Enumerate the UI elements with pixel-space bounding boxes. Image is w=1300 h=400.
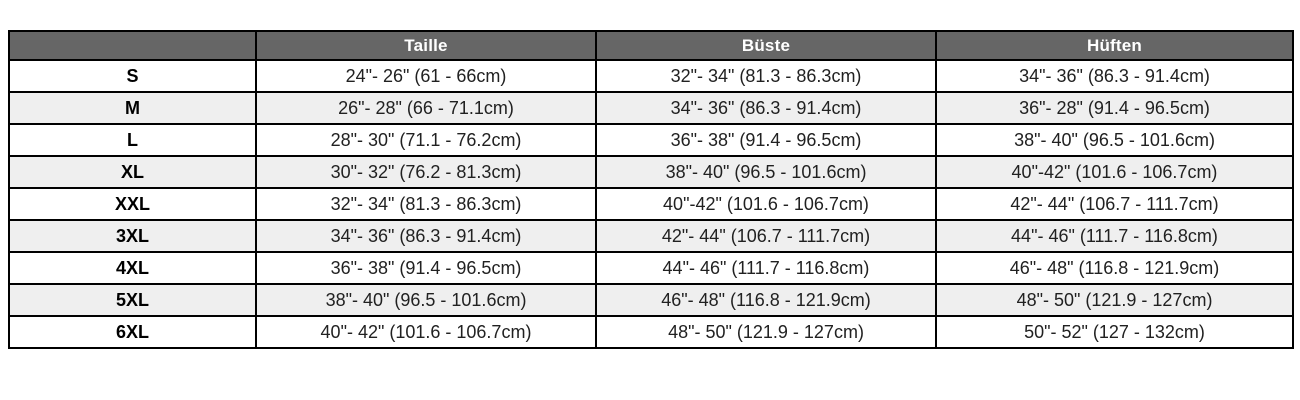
hueften-cell: 34"- 36" (86.3 - 91.4cm) — [935, 59, 1294, 93]
column-header-hueften: Hüften — [935, 30, 1294, 61]
bueste-cell: 32"- 34" (81.3 - 86.3cm) — [595, 59, 937, 93]
hueften-cell: 42"- 44" (106.7 - 111.7cm) — [935, 187, 1294, 221]
table-row: 4XL 36"- 38" (91.4 - 96.5cm) 44"- 46" (111… — [8, 251, 1294, 285]
taille-cell: 38"- 40" (96.5 - 101.6cm) — [255, 283, 597, 317]
taille-cell: 30"- 32" (76.2 - 81.3cm) — [255, 155, 597, 189]
table-body: S 24"- 26" (61 - 66cm) 32"- 34" (81.3 - 86… — [8, 59, 1294, 349]
bueste-cell: 44"- 46" (111.7 - 116.8cm) — [595, 251, 937, 285]
column-header-size — [8, 30, 257, 61]
size-cell: XXL — [8, 187, 257, 221]
bueste-cell: 46"- 48" (116.8 - 121.9cm) — [595, 283, 937, 317]
bueste-cell: 34"- 36" (86.3 - 91.4cm) — [595, 91, 937, 125]
hueften-cell: 38"- 40" (96.5 - 101.6cm) — [935, 123, 1294, 157]
size-cell: 5XL — [8, 283, 257, 317]
bueste-cell: 38"- 40" (96.5 - 101.6cm) — [595, 155, 937, 189]
table-row: XXL 32"- 34" (81.3 - 86.3cm) 40"-42" (101.… — [8, 187, 1294, 221]
taille-cell: 32"- 34" (81.3 - 86.3cm) — [255, 187, 597, 221]
table-header: Taille Büste Hüften — [8, 30, 1294, 61]
column-header-taille: Taille — [255, 30, 597, 61]
bueste-cell: 40"-42" (101.6 - 106.7cm) — [595, 187, 937, 221]
table-row: S 24"- 26" (61 - 66cm) 32"- 34" (81.3 - 86… — [8, 59, 1294, 93]
taille-cell: 34"- 36" (86.3 - 91.4cm) — [255, 219, 597, 253]
table-row: 5XL 38"- 40" (96.5 - 101.6cm) 46"- 48" (11… — [8, 283, 1294, 317]
size-chart-table: Taille Büste Hüften S 24"- 26" (61 - 66cm) 3… — [8, 30, 1294, 349]
table-row: 3XL 34"- 36" (86.3 - 91.4cm) 42"- 44" (106… — [8, 219, 1294, 253]
size-cell: L — [8, 123, 257, 157]
hueften-cell: 46"- 48" (116.8 - 121.9cm) — [935, 251, 1294, 285]
hueften-cell: 48"- 50" (121.9 - 127cm) — [935, 283, 1294, 317]
size-cell: S — [8, 59, 257, 93]
taille-cell: 28"- 30" (71.1 - 76.2cm) — [255, 123, 597, 157]
hueften-cell: 44"- 46" (111.7 - 116.8cm) — [935, 219, 1294, 253]
size-cell: 4XL — [8, 251, 257, 285]
hueften-cell: 40"-42" (101.6 - 106.7cm) — [935, 155, 1294, 189]
size-cell: 6XL — [8, 315, 257, 349]
size-cell: M — [8, 91, 257, 125]
taille-cell: 40"- 42" (101.6 - 106.7cm) — [255, 315, 597, 349]
taille-cell: 26"- 28" (66 - 71.1cm) — [255, 91, 597, 125]
table-row: L 28"- 30" (71.1 - 76.2cm) 36"- 38" (91.4 … — [8, 123, 1294, 157]
column-header-bueste: Büste — [595, 30, 937, 61]
size-cell: 3XL — [8, 219, 257, 253]
hueften-cell: 36"- 28" (91.4 - 96.5cm) — [935, 91, 1294, 125]
table-row: 6XL 40"- 42" (101.6 - 106.7cm) 48"- 50" (1… — [8, 315, 1294, 349]
table-row: M 26"- 28" (66 - 71.1cm) 34"- 36" (86.3 - … — [8, 91, 1294, 125]
table-header-row: Taille Büste Hüften — [8, 30, 1294, 61]
bueste-cell: 36"- 38" (91.4 - 96.5cm) — [595, 123, 937, 157]
taille-cell: 36"- 38" (91.4 - 96.5cm) — [255, 251, 597, 285]
bueste-cell: 48"- 50" (121.9 - 127cm) — [595, 315, 937, 349]
size-cell: XL — [8, 155, 257, 189]
hueften-cell: 50"- 52" (127 - 132cm) — [935, 315, 1294, 349]
table-row: XL 30"- 32" (76.2 - 81.3cm) 38"- 40" (96.5… — [8, 155, 1294, 189]
taille-cell: 24"- 26" (61 - 66cm) — [255, 59, 597, 93]
bueste-cell: 42"- 44" (106.7 - 111.7cm) — [595, 219, 937, 253]
